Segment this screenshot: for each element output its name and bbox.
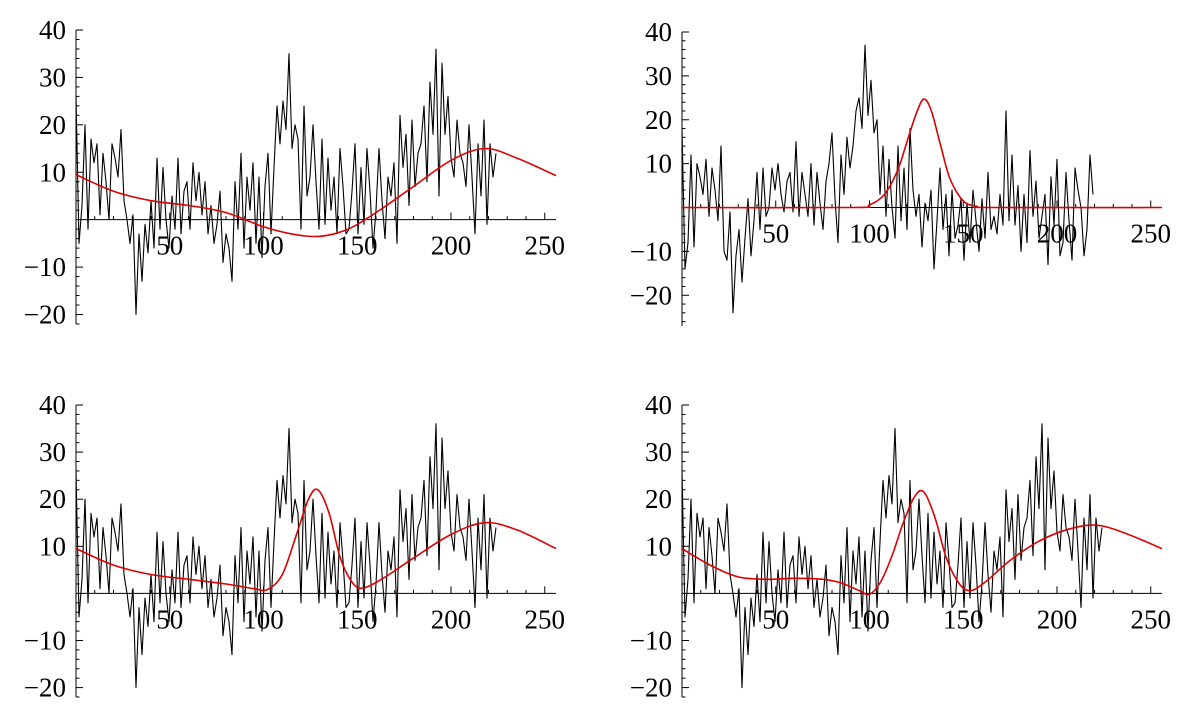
x-tick-label: 100 xyxy=(243,231,284,261)
y-tick-label: 40 xyxy=(39,15,66,45)
y-tick-label: −10 xyxy=(630,625,672,655)
data-series-line xyxy=(681,423,1103,689)
y-tick-label: 20 xyxy=(645,484,672,514)
y-tick-label: −20 xyxy=(24,300,66,330)
x-tick-label: 200 xyxy=(431,231,472,261)
y-tick-label: 10 xyxy=(39,531,66,561)
x-tick-label: 150 xyxy=(337,231,378,261)
chart-panel-top-right: −20 −10 10 20 30 40 50 100 150 200 250 xyxy=(630,17,1171,326)
y-tick-label: 40 xyxy=(645,390,672,420)
x-tick-label: 100 xyxy=(849,219,890,249)
x-tick-label: 250 xyxy=(525,231,566,261)
y-tick-label: −20 xyxy=(630,280,672,310)
y-tick-label: −10 xyxy=(24,252,66,282)
x-tick-label: 200 xyxy=(1037,604,1078,634)
fit-curve-series xyxy=(75,488,557,592)
x-tick-label: 50 xyxy=(156,604,183,634)
chart-panel-bottom-left: −20 −10 10 20 30 40 50 100 150 200 250 xyxy=(24,390,565,703)
x-tick-label: 200 xyxy=(1037,219,1078,249)
x-tick-label: 250 xyxy=(525,604,566,634)
x-tick-label: 150 xyxy=(943,219,984,249)
x-tick-label: 250 xyxy=(1131,219,1172,249)
x-tick-label: 50 xyxy=(762,604,789,634)
y-tick-label: −10 xyxy=(630,236,672,266)
y-tick-label: 20 xyxy=(39,110,66,140)
data-series-line xyxy=(681,44,1094,314)
y-tick-label: 20 xyxy=(39,484,66,514)
x-tick-label: 150 xyxy=(943,604,984,634)
y-tick-label: −20 xyxy=(630,673,672,703)
y-tick-label: 30 xyxy=(39,62,66,92)
x-tick-label: 250 xyxy=(1131,604,1172,634)
y-tick-label: −20 xyxy=(24,673,66,703)
x-tick-label: 50 xyxy=(156,231,183,261)
chart-panel-bottom-right: −20 −10 10 20 30 40 50 100 150 200 250 xyxy=(630,390,1171,703)
x-tick-label: 100 xyxy=(849,604,890,634)
y-tick-label: 10 xyxy=(39,157,66,187)
data-series-line xyxy=(75,48,497,316)
y-tick-label: 30 xyxy=(39,437,66,467)
fit-curve-series xyxy=(681,98,1163,209)
y-tick-label: 10 xyxy=(645,531,672,561)
y-tick-label: 40 xyxy=(645,17,672,47)
chart-panel-top-left: −20 −10 10 20 30 40 50 100 150 200 250 xyxy=(24,15,565,330)
y-tick-label: −10 xyxy=(24,625,66,655)
x-tick-label: 50 xyxy=(762,219,789,249)
y-tick-label: 30 xyxy=(645,61,672,91)
x-tick-label: 150 xyxy=(337,604,378,634)
y-tick-label: 10 xyxy=(645,149,672,179)
x-tick-label: 200 xyxy=(431,604,472,634)
fit-curve-series xyxy=(681,489,1163,596)
fit-curve-series xyxy=(75,147,557,238)
x-tick-label: 100 xyxy=(243,604,284,634)
y-tick-label: 40 xyxy=(39,390,66,420)
y-tick-label: 30 xyxy=(645,437,672,467)
y-tick-label: 20 xyxy=(645,105,672,135)
data-series-line xyxy=(75,423,497,689)
